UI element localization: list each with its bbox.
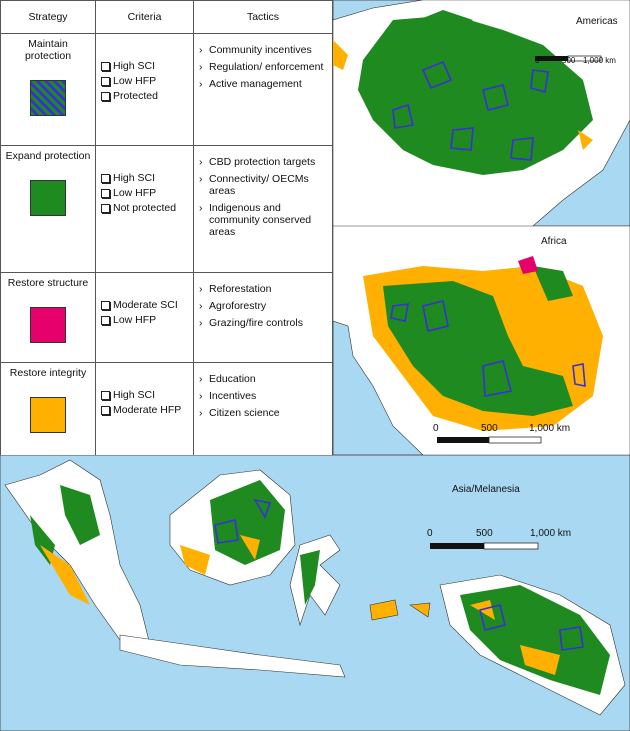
americas-map: Americas 0 500 1,000 km: [333, 0, 630, 226]
tactic: CBD protection targets: [198, 156, 328, 168]
criteria-list: High SCI Low HFP Not protected: [100, 172, 189, 215]
scale-label: 0: [433, 423, 439, 434]
strategy-row: Restore integrity High SCI Moderate HFP Edu…: [0, 362, 333, 456]
legend-swatch: [30, 397, 66, 433]
strategy-name: Expand protection: [5, 150, 91, 162]
scale-label: 1,000 km: [529, 423, 570, 434]
criterion: Not protected: [100, 202, 189, 215]
asia-melanesia-map: Asia/Melanesia 0 500 1,000 km: [0, 455, 630, 731]
legend-swatch: [30, 80, 66, 116]
strategy-name: Restore structure: [7, 277, 89, 289]
legend-swatch: [30, 180, 66, 216]
criterion: Protected: [100, 90, 189, 103]
strategy-cell: Restore integrity: [0, 362, 96, 456]
tactic: Active management: [198, 78, 328, 90]
tactic: Connectivity/ OECMs areas: [198, 173, 328, 197]
strategy-cell: Expand protection: [0, 145, 96, 273]
tactics-cell: Education Incentives Citizen science: [193, 362, 333, 456]
scale-label: 500: [481, 423, 498, 434]
scale-label: 500: [562, 56, 576, 65]
tactic: Citizen science: [198, 407, 328, 419]
africa-map: Africa 0 500 1,000 km: [333, 226, 630, 455]
criteria-list: Moderate SCI Low HFP: [100, 299, 189, 327]
column-header: Tactics: [193, 0, 333, 34]
strategy-cell: Maintain protection: [0, 33, 96, 146]
tactics-cell: Community incentives Regulation/ enforcem…: [193, 33, 333, 146]
criterion: High SCI: [100, 389, 189, 402]
map-title: Africa: [541, 236, 567, 247]
strategy-row: Maintain protection High SCI Low HFP Protec…: [0, 33, 333, 146]
tactic: Grazing/fire controls: [198, 317, 328, 329]
tactics-cell: Reforestation Agroforestry Grazing/fire co…: [193, 272, 333, 363]
criterion: Low HFP: [100, 187, 189, 200]
criterion: High SCI: [100, 172, 189, 185]
column-header: Criteria: [95, 0, 194, 34]
tactic: Reforestation: [198, 283, 328, 295]
criteria-list: High SCI Low HFP Protected: [100, 60, 189, 103]
legend-swatch: [30, 307, 66, 343]
criterion: High SCI: [100, 60, 189, 73]
strategy-name: Restore integrity: [9, 367, 87, 379]
criterion: Low HFP: [100, 314, 189, 327]
strategy-name: Maintain protection: [24, 38, 72, 62]
strategy-row: Expand protection High SCI Low HFP Not prot…: [0, 145, 333, 273]
scale-label: 0: [535, 56, 540, 65]
criteria-cell: Moderate SCI Low HFP: [95, 272, 194, 363]
criteria-cell: High SCI Moderate HFP: [95, 362, 194, 456]
strategy-table: Strategy Criteria Tactics Maintain protect…: [0, 0, 333, 456]
criteria-cell: High SCI Low HFP Protected: [95, 33, 194, 146]
criterion: Low HFP: [100, 75, 189, 88]
tactic: Agroforestry: [198, 300, 328, 312]
tactic: Community incentives: [198, 44, 328, 56]
tactic: Indigenous and community conserved areas: [198, 202, 328, 238]
scale-label: 0: [427, 528, 433, 539]
tactics-list: Community incentives Regulation/ enforcem…: [198, 44, 328, 90]
tactic: Incentives: [198, 390, 328, 402]
tactic: Regulation/ enforcement: [198, 61, 328, 73]
tactics-cell: CBD protection targets Connectivity/ OECM…: [193, 145, 333, 273]
tactic: Education: [198, 373, 328, 385]
strategy-row: Restore structure Moderate SCI Low HFP Refo…: [0, 272, 333, 363]
map-title: Asia/Melanesia: [452, 484, 520, 495]
tactics-list: Reforestation Agroforestry Grazing/fire co…: [198, 283, 328, 329]
column-header: Strategy: [0, 0, 96, 34]
scale-label: 1,000 km: [583, 56, 616, 65]
tactics-list: CBD protection targets Connectivity/ OECM…: [198, 156, 328, 238]
tactics-list: Education Incentives Citizen science: [198, 373, 328, 419]
strategy-cell: Restore structure: [0, 272, 96, 363]
criteria-list: High SCI Moderate HFP: [100, 389, 189, 417]
criterion: Moderate SCI: [100, 299, 189, 312]
map-title: Americas: [576, 16, 618, 27]
criteria-cell: High SCI Low HFP Not protected: [95, 145, 194, 273]
scale-label: 500: [476, 528, 493, 539]
scale-label: 1,000 km: [530, 528, 571, 539]
criterion: Moderate HFP: [100, 404, 189, 417]
